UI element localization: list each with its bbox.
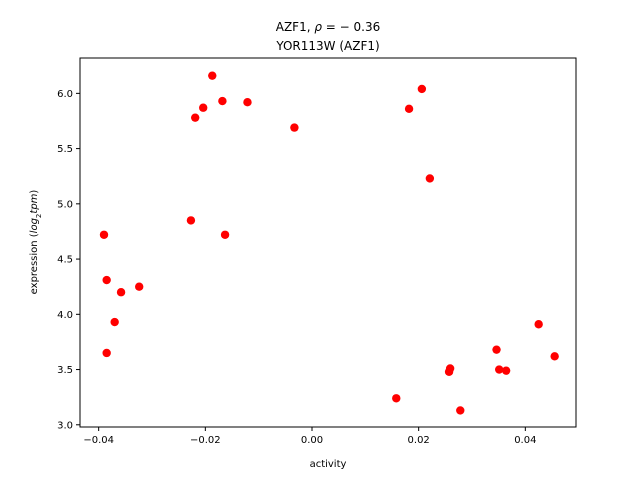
data-point <box>135 282 144 291</box>
x-tick-label: −0.02 <box>190 435 221 446</box>
data-point <box>218 96 227 106</box>
x-axis-ticks: −0.04 −0.02 0.00 0.02 0.04 <box>83 427 536 446</box>
x-tick-label: 0.00 <box>301 435 323 446</box>
data-point <box>191 113 200 122</box>
chart-title-line1: AZF1, ρ = − 0.36 <box>276 20 381 34</box>
y-tick-label: 5.5 <box>57 144 73 155</box>
y-tick-label: 4.5 <box>57 255 73 266</box>
y-tick-label: 4.0 <box>57 310 73 321</box>
data-point <box>99 230 109 239</box>
data-point <box>243 97 252 107</box>
chart-title-line2: YOR113W (AZF1) <box>275 39 379 53</box>
data-point <box>392 394 401 403</box>
y-axis-ticks: 3.0 3.5 4.0 4.5 5.0 5.5 6.0 <box>57 89 80 431</box>
data-point <box>445 364 455 373</box>
data-point <box>492 345 501 354</box>
data-point <box>501 366 511 375</box>
data-point <box>456 406 465 415</box>
y-tick-label: 3.5 <box>57 365 73 376</box>
x-tick-label: 0.02 <box>408 435 430 446</box>
data-point <box>208 71 217 80</box>
data-point <box>534 320 543 329</box>
y-axis-label: expression (log2tpm) <box>29 190 43 295</box>
data-points <box>99 71 559 415</box>
data-point <box>186 216 196 225</box>
data-point <box>199 103 208 112</box>
x-tick-label: 0.04 <box>514 435 536 446</box>
y-tick-label: 3.0 <box>57 420 73 431</box>
data-point <box>290 123 299 132</box>
data-point <box>102 348 111 358</box>
plot-frame <box>79 57 577 428</box>
y-tick-label: 5.0 <box>57 199 73 210</box>
x-tick-label: −0.04 <box>83 435 114 446</box>
data-point <box>404 104 414 114</box>
data-point <box>110 317 119 327</box>
data-point <box>116 288 126 297</box>
data-point <box>220 230 230 239</box>
y-tick-label: 6.0 <box>57 89 73 100</box>
x-axis-label: activity <box>310 459 347 470</box>
data-point <box>102 275 111 285</box>
data-point <box>550 352 559 361</box>
plot-area <box>80 58 576 427</box>
data-point <box>417 84 427 94</box>
data-point <box>495 365 504 374</box>
data-point <box>425 174 435 183</box>
